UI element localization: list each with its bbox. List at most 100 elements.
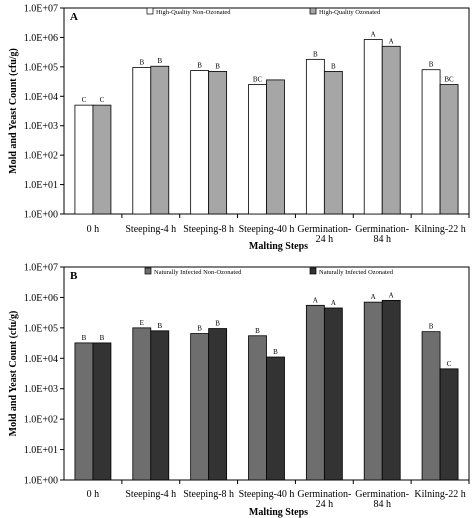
bar-ozonated <box>439 84 459 215</box>
y-tick-label: 1.0E+05 <box>24 323 58 334</box>
y-tick-label: 1.0E+04 <box>24 354 58 365</box>
bar-non-ozonated <box>74 342 94 481</box>
bar-ozonated <box>92 342 112 481</box>
legend-swatch <box>309 7 317 15</box>
significance-letter: A <box>371 31 376 39</box>
bar-ozonated <box>381 45 401 215</box>
x-tick-label: 0 h <box>87 224 100 235</box>
x-tick-label: Germination- <box>355 489 409 500</box>
bar-non-ozonated <box>132 327 152 481</box>
x-tick-label: 84 h <box>373 234 391 245</box>
significance-letter: B <box>215 320 220 328</box>
bar-non-ozonated <box>305 58 325 215</box>
bar-ozonated <box>439 368 459 481</box>
bar-non-ozonated <box>190 333 210 481</box>
x-tick-label: Steeping-8 h <box>183 489 234 500</box>
x-tick-label: Steeping-40 h <box>239 224 295 235</box>
significance-letter: C <box>82 96 87 104</box>
bar-ozonated <box>266 356 285 481</box>
significance-letter: BC <box>253 76 263 84</box>
bar-non-ozonated <box>421 331 441 481</box>
significance-letter: B <box>157 57 162 65</box>
y-tick-label: 1.0E+03 <box>24 384 58 395</box>
y-tick-label: 1.0E+05 <box>24 62 58 73</box>
y-axis-label: Mold and Yeast Count (cfu/g) <box>8 48 19 174</box>
significance-letter: B <box>429 61 434 69</box>
y-axis-label: Mold and Yeast Count (cfu/g) <box>8 311 19 437</box>
significance-letter: B <box>139 59 144 67</box>
y-tick-label: 1.0E+03 <box>24 121 58 132</box>
x-tick-label: 0 h <box>87 489 100 500</box>
significance-letter: A <box>331 299 336 307</box>
bar-non-ozonated <box>248 84 267 215</box>
y-tick-label: 1.0E+07 <box>24 4 58 15</box>
significance-letter: B <box>273 348 278 356</box>
x-axis-label: Malting Steps <box>249 507 308 518</box>
y-tick-label: 1.0E+07 <box>24 263 58 274</box>
bar-ozonated <box>208 328 228 481</box>
significance-letter: A <box>389 37 394 45</box>
significance-letter: E <box>140 319 144 327</box>
x-tick-label: Steeping-8 h <box>183 224 234 235</box>
x-tick-label: 24 h <box>316 499 334 510</box>
bar-ozonated <box>92 104 112 215</box>
x-tick-label: Kilning-22 h <box>414 489 465 500</box>
significance-letter: A <box>389 291 394 299</box>
y-tick-label: 1.0E+01 <box>24 180 58 191</box>
x-tick-label: Steeping-4 h <box>125 224 176 235</box>
panel-label: A <box>70 11 78 23</box>
chart-panel-B: 1.0E+00 1.0E+01 1.0E+02 1.0E+03 1.0E+04 1.0E+… <box>8 263 470 518</box>
significance-letter: B <box>197 325 202 333</box>
bar-ozonated <box>266 79 285 215</box>
x-tick-label: Germination- <box>355 224 409 235</box>
y-tick-label: 1.0E+04 <box>24 92 58 103</box>
legend-swatch <box>309 267 317 275</box>
bar-ozonated <box>323 307 343 481</box>
bar-ozonated <box>150 330 170 481</box>
y-tick-label: 1.0E+00 <box>24 210 58 221</box>
legend-label: High-Quality Non-Ozonated <box>156 9 231 16</box>
significance-letter: B <box>82 334 87 342</box>
y-tick-label: 1.0E+06 <box>24 33 58 44</box>
panel-label: B <box>70 270 78 282</box>
x-tick-label: 24 h <box>316 234 334 245</box>
x-tick-label: Steeping-4 h <box>125 489 176 500</box>
bar-non-ozonated <box>132 67 152 215</box>
significance-letter: B <box>100 334 105 342</box>
y-tick-label: 1.0E+00 <box>24 476 58 487</box>
bar-non-ozonated <box>305 304 325 481</box>
legend-swatch <box>146 7 154 15</box>
x-axis-label: Malting Steps <box>249 241 308 252</box>
legend-label: High-Quality Ozonated <box>319 9 381 16</box>
bar-non-ozonated <box>363 301 383 481</box>
x-tick-label: Kilning-22 h <box>414 224 465 235</box>
y-tick-label: 1.0E+02 <box>24 415 58 426</box>
legend-label: Naturally Infected Ozonated <box>319 269 394 276</box>
y-tick-label: 1.0E+06 <box>24 293 58 304</box>
legend-label: Naturally Infected Non-Ozonated <box>154 269 242 276</box>
significance-letter: B <box>313 50 318 58</box>
bar-non-ozonated <box>74 104 94 215</box>
bar-non-ozonated <box>190 70 210 215</box>
significance-letter: A <box>371 293 376 301</box>
bar-ozonated <box>381 299 401 481</box>
significance-letter: B <box>255 327 260 335</box>
significance-letter: B <box>215 62 220 70</box>
bar-non-ozonated <box>363 39 383 215</box>
significance-letter: B <box>429 323 434 331</box>
x-tick-label: 84 h <box>373 499 391 510</box>
bar-non-ozonated <box>248 335 267 481</box>
x-tick-label: Germination- <box>297 489 351 500</box>
legend-swatch <box>144 267 152 275</box>
x-tick-label: Germination- <box>297 224 351 235</box>
y-tick-label: 1.0E+01 <box>24 445 58 456</box>
significance-letter: B <box>331 62 336 70</box>
bar-non-ozonated <box>421 69 441 215</box>
y-tick-label: 1.0E+02 <box>24 151 58 162</box>
significance-letter: B <box>197 62 202 70</box>
bar-ozonated <box>323 71 343 215</box>
significance-letter: BC <box>444 76 454 84</box>
bar-ozonated <box>208 71 228 215</box>
significance-letter: A <box>313 296 318 304</box>
